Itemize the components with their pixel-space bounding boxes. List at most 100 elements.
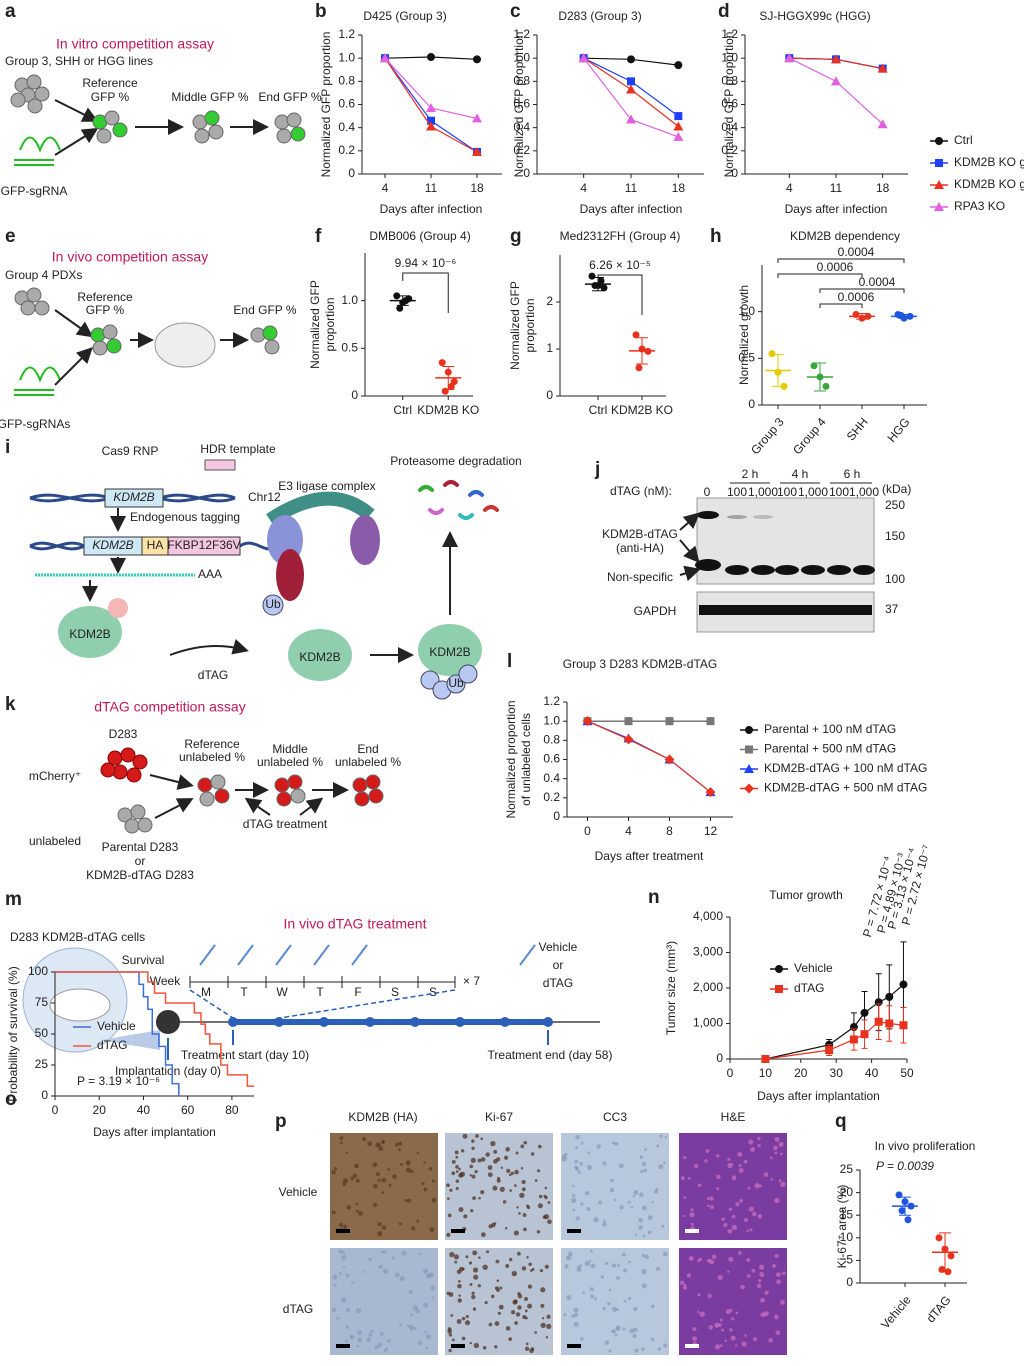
texture <box>404 1198 408 1203</box>
texture <box>505 1147 510 1152</box>
texture <box>641 1347 645 1351</box>
label: Group 4 PDXs <box>5 268 82 282</box>
error-bar <box>814 362 826 392</box>
texture <box>731 1175 737 1181</box>
texture <box>719 1318 723 1322</box>
texture <box>457 1298 462 1303</box>
texture <box>431 1179 436 1183</box>
texture <box>690 1222 694 1226</box>
texture <box>525 1316 528 1320</box>
texture <box>638 1225 643 1230</box>
texture <box>463 1214 468 1219</box>
diagram-e: In vivo competition assay Group 4 PDXs R… <box>0 249 297 431</box>
texture <box>735 1202 740 1207</box>
x-tick-label: 11 <box>625 181 638 195</box>
texture <box>497 1311 501 1315</box>
texture <box>531 1267 535 1271</box>
texture <box>705 1149 710 1153</box>
x-tick-label: Ctrl <box>393 403 412 417</box>
y-tick-label: 0.8 <box>513 74 530 88</box>
texture <box>717 1323 722 1327</box>
marker <box>396 304 404 312</box>
texture <box>697 1293 701 1297</box>
texture <box>464 1320 471 1326</box>
texture <box>336 1316 340 1320</box>
texture <box>547 1201 551 1204</box>
texture <box>399 1323 402 1327</box>
y-tick-label: 2,000 <box>693 980 723 994</box>
marker <box>600 284 608 292</box>
texture <box>644 1254 650 1260</box>
diagram-m: D283 KDM2B-dTAG cells In vivo dTAG treat… <box>10 916 612 1078</box>
texture <box>780 1181 786 1187</box>
texture <box>451 1159 456 1164</box>
x-tick-label: 50 <box>900 1066 914 1080</box>
label: Proteasome degradation <box>390 454 521 468</box>
texture <box>641 1253 645 1258</box>
y-tick-label: 1 <box>546 341 553 355</box>
texture <box>544 1264 549 1269</box>
chart: D283 (Group 3) Normalized GFP proportion D… <box>512 9 704 216</box>
marker <box>447 382 455 390</box>
texture <box>543 1194 547 1198</box>
label: 150 <box>885 529 905 543</box>
y-tick-label: 0 <box>351 388 358 402</box>
texture <box>446 1291 450 1296</box>
y-tick-label: 10 <box>840 1230 854 1244</box>
start-dot <box>156 1010 180 1034</box>
texture <box>333 1283 337 1287</box>
texture <box>537 1203 543 1209</box>
texture <box>663 1343 668 1348</box>
texture <box>424 1330 427 1334</box>
texture <box>580 1202 584 1206</box>
texture <box>469 1174 473 1177</box>
texture <box>516 1251 521 1256</box>
texture <box>741 1341 747 1347</box>
texture <box>540 1287 546 1293</box>
texture <box>392 1174 397 1179</box>
y-tick-label: 0.6 <box>513 97 530 111</box>
marker <box>768 350 776 358</box>
fkbp-box <box>167 536 241 556</box>
texture <box>754 1183 760 1189</box>
p-value: 0.0006 <box>838 290 875 304</box>
marker <box>904 1216 912 1224</box>
y-tick-label: 0.2 <box>721 143 738 157</box>
texture <box>361 1270 365 1273</box>
marker <box>898 1207 906 1215</box>
texture <box>588 1259 592 1263</box>
texture <box>534 1331 538 1334</box>
scale-bar <box>685 1344 699 1348</box>
texture <box>544 1186 548 1190</box>
texture <box>332 1274 338 1280</box>
texture <box>688 1256 694 1261</box>
y-tick-label: 1.0 <box>721 50 738 64</box>
texture <box>387 1338 391 1343</box>
y-tick-label: 0.6 <box>543 752 560 766</box>
texture <box>598 1200 603 1205</box>
pointers <box>167 1030 549 1060</box>
marker <box>899 980 908 989</box>
texture <box>473 1274 479 1280</box>
texture <box>449 1251 455 1258</box>
texture <box>487 1172 493 1178</box>
histology-image <box>679 1133 787 1240</box>
texture <box>778 1141 784 1147</box>
error-bar <box>856 313 868 320</box>
texture <box>345 1325 349 1329</box>
texture <box>523 1140 528 1145</box>
texture <box>643 1168 648 1173</box>
legend-label: Vehicle <box>794 961 833 975</box>
label: or <box>135 854 146 868</box>
x-tick-label: 18 <box>470 181 484 195</box>
texture <box>425 1346 429 1350</box>
panel-letter: h <box>710 226 722 247</box>
chart-title: SJ-HGGX99c (HGG) <box>759 9 870 23</box>
legend-label: KDM2B KO g28 <box>954 177 1024 191</box>
texture <box>471 1139 475 1143</box>
texture <box>345 1273 350 1278</box>
texture <box>692 1327 697 1332</box>
texture <box>689 1212 695 1218</box>
marker <box>623 734 634 745</box>
label: 100 <box>829 485 849 499</box>
